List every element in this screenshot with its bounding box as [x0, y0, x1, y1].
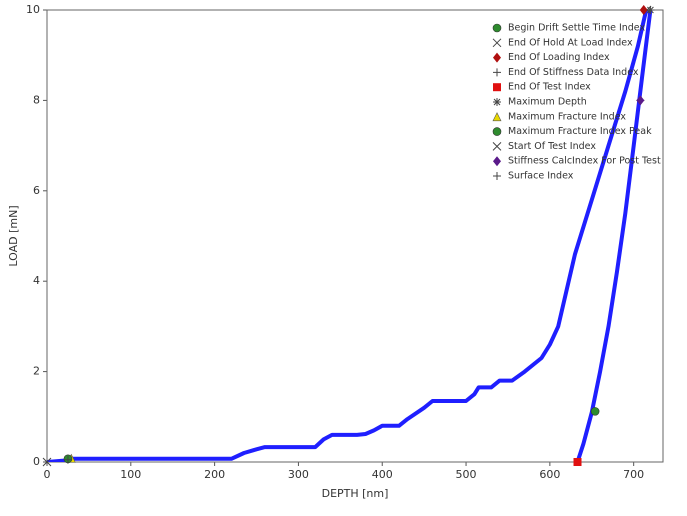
- x-tick-label: 700: [623, 468, 644, 481]
- x-tick-label: 0: [44, 468, 51, 481]
- legend-label: Maximum Fracture Index: [508, 111, 626, 122]
- y-tick-label: 8: [33, 93, 40, 106]
- data-point: [42, 457, 52, 467]
- x-tick-label: 500: [456, 468, 477, 481]
- legend: Begin Drift Settle Time Index End Of Hold…: [492, 23, 661, 182]
- legend-label: Surface Index: [508, 171, 574, 182]
- data-point: [573, 458, 582, 466]
- data-point: [646, 6, 655, 14]
- legend-symbol: [492, 23, 502, 33]
- legend-label: Begin Drift Settle Time Index: [508, 23, 645, 34]
- data-point: [639, 5, 648, 15]
- legend-label: Start Of Test Index: [508, 141, 596, 152]
- legend-label: End Of Loading Index: [508, 52, 610, 63]
- data-point: [590, 407, 600, 416]
- legend-symbol: [492, 112, 502, 122]
- legend-label: Stiffness CalcIndex For Post Test: [508, 156, 661, 167]
- legend-symbol: [492, 127, 502, 136]
- x-axis-label: DEPTH [nm]: [322, 487, 389, 500]
- legend-symbol: [493, 83, 501, 92]
- y-tick-label: 6: [33, 184, 40, 197]
- legend-symbol: [492, 38, 502, 48]
- legend-label: End Of Test Index: [508, 82, 591, 93]
- data-point: [63, 455, 72, 464]
- legend-label: End Of Hold At Load Index: [508, 37, 633, 48]
- data-point: [636, 95, 645, 106]
- y-tick-label: 4: [33, 274, 40, 287]
- x-tick-label: 100: [120, 468, 141, 481]
- legend-symbol: [492, 142, 502, 151]
- curve: [47, 9, 649, 462]
- x-tick-label: 200: [204, 468, 225, 481]
- legend-label: Maximum Depth: [508, 97, 587, 108]
- legend-symbol: [493, 156, 501, 167]
- x-tick-label: 600: [539, 468, 560, 481]
- legend-symbol: [493, 52, 501, 63]
- y-tick-label: 2: [33, 365, 40, 378]
- y-axis-label: LOAD [mN]: [7, 205, 20, 266]
- legend-label: End Of Stiffness Data Index: [508, 67, 639, 78]
- legend-symbol: [493, 172, 501, 180]
- plot-frame: [46, 9, 664, 463]
- y-tick-label: 10: [26, 3, 40, 16]
- x-tick-label: 400: [372, 468, 393, 481]
- legend-label: Maximum Fracture Index Peak: [508, 126, 652, 137]
- y-tick-label: 0: [33, 455, 40, 468]
- curve: [575, 9, 653, 462]
- legend-symbol: [493, 68, 501, 77]
- x-tick-label: 300: [288, 468, 309, 481]
- legend-symbol: [493, 98, 501, 106]
